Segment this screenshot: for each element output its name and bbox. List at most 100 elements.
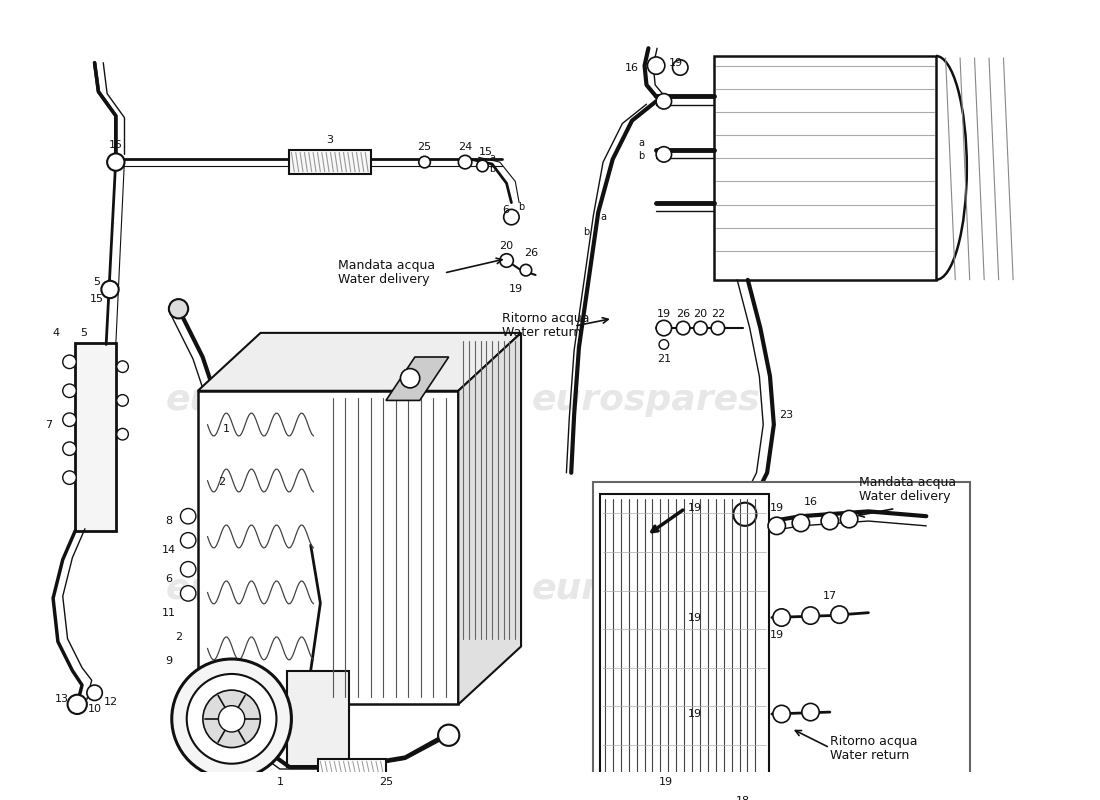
Circle shape	[63, 442, 76, 455]
Text: 1: 1	[276, 777, 284, 786]
Circle shape	[656, 320, 672, 336]
Text: 19: 19	[688, 709, 702, 719]
Circle shape	[419, 156, 430, 168]
Bar	[287, 670, 350, 767]
Circle shape	[117, 394, 129, 406]
Text: 20: 20	[499, 241, 514, 251]
Text: 8: 8	[165, 516, 173, 526]
Circle shape	[172, 659, 292, 778]
Text: 19: 19	[688, 613, 702, 622]
Text: Mandata acqua: Mandata acqua	[338, 259, 434, 272]
Polygon shape	[386, 357, 449, 401]
Circle shape	[180, 533, 196, 548]
Bar	[289, 150, 372, 174]
Circle shape	[711, 322, 725, 335]
Circle shape	[712, 799, 735, 800]
Circle shape	[87, 685, 102, 701]
Circle shape	[400, 369, 420, 388]
Text: a: a	[490, 154, 495, 163]
Text: b: b	[518, 202, 525, 213]
Text: 19: 19	[770, 503, 784, 514]
Circle shape	[180, 562, 196, 577]
Text: 21: 21	[657, 354, 671, 364]
Text: 19: 19	[659, 777, 673, 786]
Circle shape	[169, 299, 188, 318]
Text: a: a	[601, 212, 606, 222]
Text: 20: 20	[693, 309, 707, 318]
Text: Ritorno acqua: Ritorno acqua	[502, 312, 590, 325]
Text: 15: 15	[480, 147, 493, 158]
Text: 19: 19	[657, 309, 671, 318]
Text: 26: 26	[676, 309, 690, 318]
Text: 7: 7	[45, 419, 52, 430]
Circle shape	[219, 706, 245, 732]
Circle shape	[101, 281, 119, 298]
Circle shape	[656, 146, 672, 162]
Bar	[593, 482, 970, 800]
Text: 6: 6	[165, 574, 173, 584]
Text: 19: 19	[688, 503, 702, 514]
Text: 13: 13	[55, 694, 69, 703]
Circle shape	[830, 606, 848, 623]
Bar	[601, 494, 769, 783]
Circle shape	[792, 514, 810, 532]
Text: Water return: Water return	[829, 749, 909, 762]
Text: Mandata acqua: Mandata acqua	[859, 476, 956, 489]
Text: 17: 17	[823, 591, 837, 602]
Bar	[75, 342, 116, 530]
Text: 11: 11	[162, 608, 176, 618]
Text: 19: 19	[669, 58, 682, 68]
Polygon shape	[198, 333, 521, 390]
Text: b: b	[638, 151, 645, 162]
Circle shape	[821, 512, 838, 530]
Text: 19: 19	[770, 630, 784, 640]
Bar	[714, 56, 936, 280]
Text: 14: 14	[162, 545, 176, 555]
Text: 16: 16	[625, 62, 639, 73]
Circle shape	[63, 384, 76, 398]
Text: 12: 12	[103, 698, 118, 707]
Circle shape	[773, 609, 790, 626]
Circle shape	[773, 706, 790, 722]
Text: eurospares: eurospares	[532, 571, 761, 606]
Text: a: a	[639, 138, 645, 148]
Circle shape	[659, 340, 669, 350]
Text: 9: 9	[165, 656, 173, 666]
Text: 16: 16	[803, 497, 817, 506]
Text: Water delivery: Water delivery	[859, 490, 950, 503]
Text: 25: 25	[378, 777, 393, 786]
Text: Water delivery: Water delivery	[338, 274, 429, 286]
Circle shape	[202, 690, 261, 747]
Circle shape	[520, 264, 531, 276]
Circle shape	[768, 517, 785, 534]
Circle shape	[107, 154, 124, 170]
Text: eurospares: eurospares	[532, 383, 761, 418]
Bar	[318, 759, 386, 777]
Text: 25: 25	[418, 142, 431, 152]
Text: 1: 1	[223, 424, 230, 434]
Circle shape	[476, 160, 488, 172]
Text: 3: 3	[327, 135, 333, 145]
Text: 2: 2	[219, 478, 225, 487]
Polygon shape	[198, 390, 459, 704]
Text: Water return: Water return	[502, 326, 581, 339]
Circle shape	[63, 413, 76, 426]
Text: Ritorno acqua: Ritorno acqua	[829, 734, 917, 747]
Text: 2: 2	[175, 632, 183, 642]
Circle shape	[180, 586, 196, 601]
Text: b: b	[583, 226, 590, 237]
Circle shape	[187, 674, 276, 764]
Text: 24: 24	[458, 142, 472, 152]
Text: 18: 18	[736, 796, 750, 800]
Text: 6: 6	[502, 206, 509, 215]
Circle shape	[63, 471, 76, 484]
Text: 5: 5	[94, 277, 100, 286]
Text: 4: 4	[53, 328, 59, 338]
Circle shape	[734, 502, 757, 526]
Text: 15: 15	[89, 294, 103, 304]
Circle shape	[63, 355, 76, 369]
Text: b: b	[490, 164, 495, 174]
Text: 23: 23	[779, 410, 793, 420]
Text: 22: 22	[711, 309, 725, 318]
Circle shape	[802, 607, 820, 624]
